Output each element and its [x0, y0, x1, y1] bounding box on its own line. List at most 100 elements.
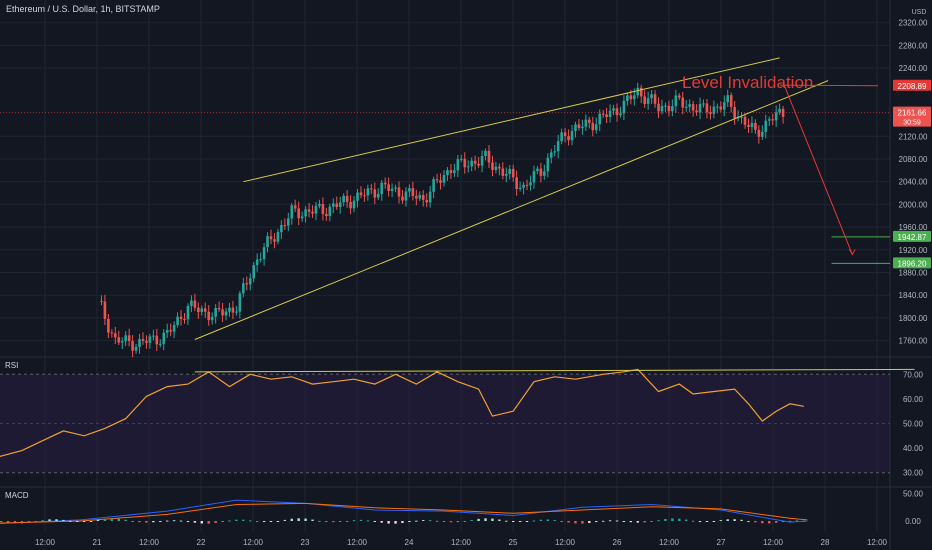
candle-body — [629, 95, 633, 100]
candle-body — [138, 339, 141, 347]
candle-body — [754, 122, 757, 130]
time-axis-label: 12:00 — [555, 538, 576, 547]
time-axis-label: 12:00 — [867, 538, 888, 547]
macd-bar — [159, 521, 162, 522]
macd-bar — [622, 521, 626, 522]
candle-body — [716, 106, 719, 108]
candle-body — [169, 330, 172, 332]
candle-body — [207, 311, 211, 321]
candle-body — [449, 170, 453, 174]
price-axis-label: 1880.00 — [899, 269, 928, 278]
macd-bar — [664, 519, 667, 521]
candle-body — [456, 159, 460, 171]
candle-body — [352, 200, 356, 209]
candle-body — [563, 132, 567, 137]
price-axis-label: 2280.00 — [899, 41, 928, 50]
candle-body — [463, 158, 467, 168]
macd-bar — [678, 518, 681, 521]
candle-body — [588, 119, 591, 123]
macd-bar — [712, 521, 716, 522]
candle-body — [705, 103, 709, 113]
candle-body — [650, 94, 653, 99]
macd-bar — [567, 521, 570, 523]
candle-body — [722, 102, 726, 110]
macd-bar — [768, 521, 771, 524]
candle-body — [190, 300, 193, 307]
candle-body — [761, 131, 764, 137]
candle-body — [608, 110, 612, 118]
candle-body — [338, 202, 342, 207]
candle-body — [750, 122, 754, 128]
macd-bar — [193, 521, 197, 523]
macd-bar — [269, 521, 273, 522]
candle-body — [553, 151, 557, 153]
candle-body — [415, 196, 418, 199]
macd-bar — [629, 521, 633, 523]
macd-bar — [532, 520, 536, 522]
rsi-line — [0, 368, 804, 457]
candle-body — [300, 216, 304, 219]
candle-body — [183, 318, 186, 320]
macd-bar — [0, 521, 3, 522]
candle-body — [532, 171, 536, 183]
candle-body — [238, 293, 242, 312]
candle-body — [442, 175, 446, 183]
macd-bar — [615, 520, 619, 522]
macd-bar — [214, 521, 217, 523]
candle-body — [577, 124, 581, 129]
candle-body — [255, 259, 259, 266]
candle-body — [363, 195, 366, 197]
macd-bar — [207, 521, 210, 524]
candle-body — [276, 232, 280, 242]
candle-body — [145, 340, 148, 343]
time-axis-label: 12:00 — [35, 538, 56, 547]
candle-body — [494, 166, 498, 170]
macd-bar — [41, 520, 44, 522]
time-axis-label: 23 — [301, 538, 310, 547]
macd-bar — [228, 520, 231, 522]
candle-body — [100, 300, 103, 302]
candle-body — [141, 339, 145, 341]
candle-body — [487, 150, 491, 163]
macd-bar — [781, 521, 785, 522]
macd-bar — [795, 520, 799, 522]
macd-bar — [339, 521, 342, 522]
candle-body — [345, 195, 349, 202]
candle-body — [373, 189, 377, 198]
candle-body — [124, 335, 127, 342]
candle-body — [390, 188, 394, 191]
candle-body — [197, 307, 200, 313]
candle-body — [525, 184, 529, 186]
price-tag-label: 1942.87 — [898, 233, 927, 242]
time-axis-label: 25 — [509, 538, 518, 547]
macd-bar — [145, 521, 148, 523]
price-tag — [893, 79, 931, 91]
macd-bar — [601, 520, 605, 522]
macd-bar — [179, 520, 183, 522]
macd-bar — [325, 521, 328, 522]
candle-body — [325, 213, 328, 217]
macd-bar — [574, 521, 577, 524]
candle-body — [477, 163, 480, 166]
candle-body — [318, 204, 321, 206]
rsi-axis-label: 70.00 — [903, 370, 924, 379]
macd-bar — [124, 519, 127, 521]
candle-body — [726, 95, 730, 103]
time-axis-label: 12:00 — [347, 538, 368, 547]
macd-bar — [505, 520, 508, 522]
candle-body — [134, 346, 138, 351]
candle-body — [560, 132, 563, 142]
macd-bar — [463, 521, 466, 522]
macd-bar — [691, 520, 695, 522]
candle-body — [311, 211, 314, 214]
rsi-axis-label: 30.00 — [903, 469, 924, 478]
candle-body — [228, 307, 231, 312]
candle-body — [709, 112, 712, 114]
price-axis-label: 2040.00 — [899, 178, 928, 187]
macd-bar — [553, 520, 556, 522]
projection-arrow-head — [848, 249, 856, 256]
candle-body — [376, 194, 380, 198]
candle-body — [439, 180, 442, 183]
price-tag — [893, 106, 931, 127]
